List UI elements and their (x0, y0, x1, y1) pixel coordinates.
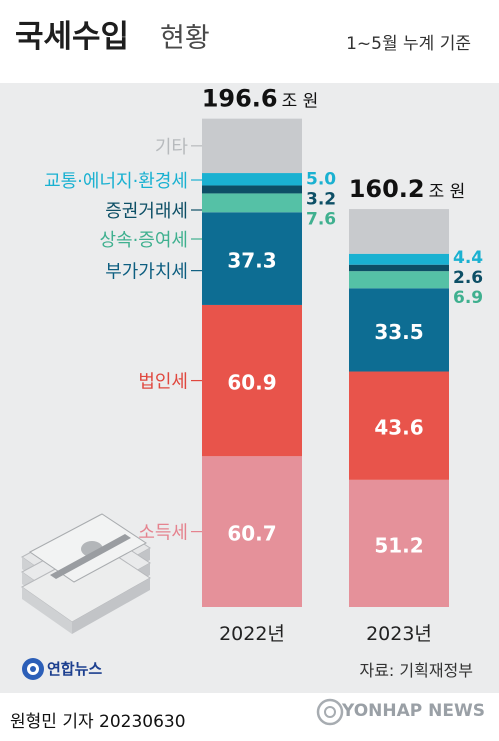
data-label-1-0: 51.2 (374, 533, 423, 557)
category-label-1: 2023년 (366, 623, 432, 645)
bar-1-6 (349, 209, 449, 254)
data-label-0-0: 60.7 (227, 522, 276, 546)
data-label-1-2: 33.5 (374, 320, 423, 344)
bar-0-2 (202, 212, 302, 305)
yonhap-news-watermark: YONHAP NEWS (342, 701, 485, 721)
bar-0-4 (202, 185, 302, 194)
bar-0-1 (202, 304, 302, 457)
basis-note: 1~5월 누계 기준 (346, 34, 471, 54)
bar-1-2 (349, 288, 449, 372)
legend-label-6: 소득세 (138, 523, 188, 544)
bar-0-6 (202, 118, 302, 174)
bar-1-3 (349, 271, 449, 289)
publish-date: 20230630 (99, 712, 186, 732)
bar-0-0 (202, 456, 302, 607)
side-label-0-1: 3.2 (306, 190, 336, 210)
page-title: 국세수입 (15, 19, 130, 55)
side-label-0-0: 5.0 (306, 170, 336, 190)
yonhap-logo-text: 연합뉴스 (47, 660, 103, 678)
side-label-0-2: 7.6 (306, 210, 336, 230)
reporter-name: 원형민 기자 (10, 712, 94, 732)
bar-0-3 (202, 193, 302, 213)
source-note: 자료: 기획재정부 (359, 661, 473, 680)
reporter-line: 원형민 기자 20230630 (10, 714, 186, 731)
page-subtitle: 현황 (160, 23, 210, 54)
category-label-0: 2022년 (219, 623, 285, 645)
data-label-1-1: 43.6 (374, 416, 423, 440)
total-label-0: 196.6 조 원 (202, 85, 319, 113)
yonhap-news-watermark-icon (316, 698, 344, 726)
legend-label-2: 증권거래세 (105, 201, 188, 222)
side-label-1-2: 6.9 (453, 288, 483, 308)
legend-label-5: 법인세 (138, 372, 188, 393)
money-stack-icon (21, 513, 151, 634)
legend-label-0: 기타 (155, 137, 189, 158)
side-label-1-0: 4.4 (453, 248, 483, 268)
bar-1-5 (349, 253, 449, 265)
legend-label-1: 교통·에너지·환경세 (44, 171, 188, 192)
legend-label-3: 상속·증여세 (99, 230, 188, 251)
bar-1-1 (349, 371, 449, 480)
data-label-0-2: 37.3 (227, 249, 276, 273)
bar-1-0 (349, 479, 449, 607)
bar-1-4 (349, 264, 449, 272)
yonhap-logo-icon (22, 658, 44, 680)
side-label-1-1: 2.6 (453, 268, 483, 288)
total-label-1: 160.2 조 원 (349, 175, 466, 203)
legend-label-4: 부가가치세 (105, 262, 188, 283)
data-label-0-1: 60.9 (227, 371, 276, 395)
bar-0-5 (202, 173, 302, 186)
